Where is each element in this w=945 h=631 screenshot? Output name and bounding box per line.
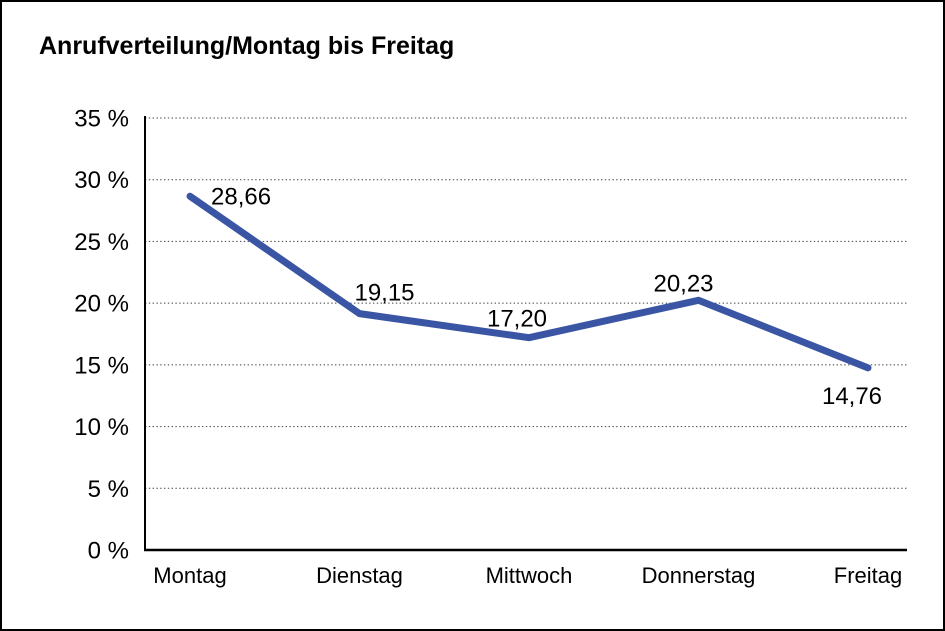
chart-title: Anrufverteilung/Montag bis Freitag (39, 32, 455, 60)
x-category-label: Montag (153, 563, 226, 588)
data-point-label: 19,15 (354, 280, 414, 307)
x-category-label: Dienstag (316, 563, 403, 588)
x-category-label: Mittwoch (486, 563, 573, 588)
data-point-label: 17,20 (487, 306, 547, 333)
x-category-label: Donnerstag (642, 563, 756, 588)
y-tick-label: 20 % (74, 291, 129, 318)
data-series-line (186, 192, 872, 372)
y-tick-label: 0 % (88, 538, 129, 565)
x-category-label: Freitag (834, 563, 902, 588)
y-tick-label: 25 % (74, 229, 129, 256)
y-tick-label: 10 % (74, 414, 129, 441)
data-point-label: 28,66 (211, 183, 271, 210)
y-tick-label: 30 % (74, 167, 129, 194)
y-tick-label: 5 % (88, 476, 129, 503)
y-tick-label: 15 % (74, 352, 129, 379)
data-point-label: 14,76 (822, 383, 882, 410)
y-tick-label: 35 % (74, 106, 129, 133)
data-point-label: 20,23 (653, 270, 713, 297)
